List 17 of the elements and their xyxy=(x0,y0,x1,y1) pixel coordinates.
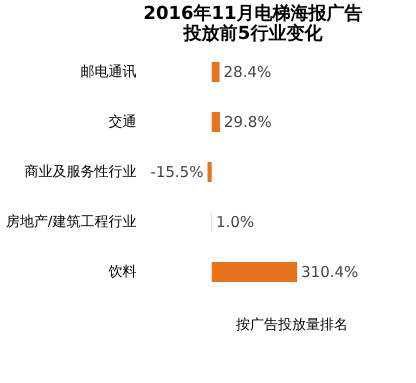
bar xyxy=(207,162,212,182)
bar xyxy=(212,262,298,282)
text: 投放前5行业变化 xyxy=(184,23,322,44)
y-tick-label: 房地产/建筑工程行业 xyxy=(6,214,136,230)
y-tick-label: 交通 xyxy=(108,114,136,130)
data-label: 29.8% xyxy=(224,113,272,131)
bar xyxy=(212,112,220,132)
data-label: 310.4% xyxy=(301,263,358,281)
data-label: 28.4% xyxy=(224,63,272,81)
text: 按广告投放量排名 xyxy=(236,317,348,333)
text: 2016年11月电梯海报广告 xyxy=(143,3,363,24)
data-label: -15.5% xyxy=(150,163,204,181)
bar xyxy=(212,62,220,82)
y-tick-label: 邮电通讯 xyxy=(80,64,136,80)
y-tick-label: 商业及服务性行业 xyxy=(24,164,136,180)
y-tick-label: 饮料 xyxy=(108,264,136,280)
data-label: 1.0% xyxy=(216,213,254,231)
